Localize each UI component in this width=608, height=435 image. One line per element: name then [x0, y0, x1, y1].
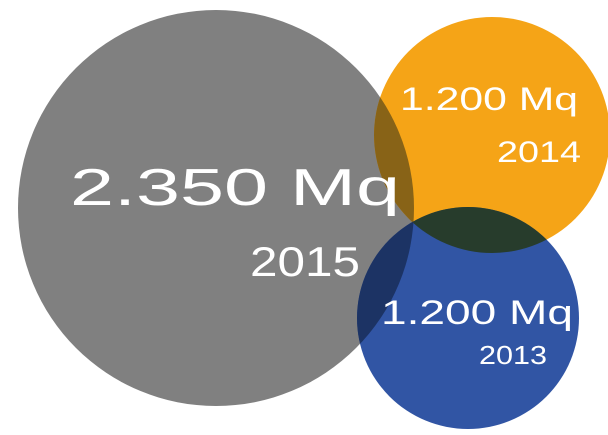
bubble-2013-year: 2013	[479, 340, 547, 370]
bubble-2014-value: 1.200 Mq	[400, 81, 578, 117]
bubble-2014-circle	[374, 17, 608, 253]
bubble-2015-year: 2015	[250, 238, 360, 285]
bubble-2014-year: 2014	[497, 136, 581, 169]
bubble-2013-circle	[357, 207, 579, 429]
bubble-2015-value: 2.350 Mq	[70, 159, 400, 217]
bubble-2015-circle	[18, 10, 414, 406]
bubble-2013-value: 1.200 Mq	[381, 294, 573, 332]
